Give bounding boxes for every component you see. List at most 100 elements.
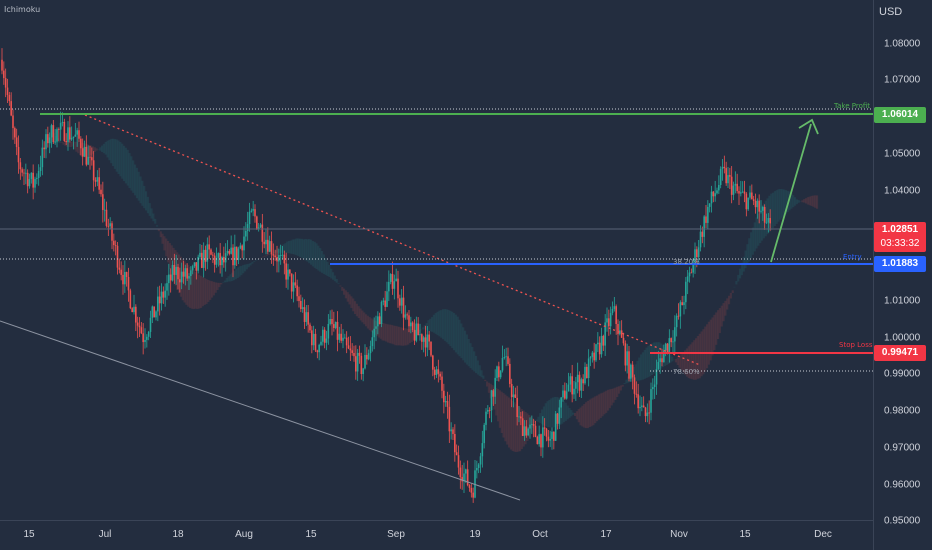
stop-loss-price-tag[interactable]: 0.99471 — [874, 345, 926, 361]
cloud-segment — [366, 315, 369, 329]
candle-body — [714, 193, 716, 197]
candle-body — [468, 485, 471, 488]
last-price-tag[interactable]: 1.02851 03:33:32 — [874, 222, 926, 252]
cloud-segment — [385, 323, 388, 342]
cloud-segment — [605, 390, 608, 413]
cloud-segment — [346, 292, 349, 302]
candle-body — [43, 147, 45, 150]
candle-body — [397, 278, 399, 299]
candle-body — [81, 148, 84, 157]
candle-body — [444, 401, 447, 403]
currency-label[interactable]: USD — [879, 6, 903, 18]
cloud-segment — [352, 298, 355, 312]
cloud-segment — [410, 329, 413, 342]
date-axis-label: 15 — [739, 529, 751, 540]
cloud-segment — [676, 357, 679, 366]
candle-body — [158, 296, 161, 304]
cloud-segment — [161, 233, 164, 244]
candle-body — [230, 247, 232, 254]
cloud-segment — [249, 263, 252, 266]
candle-body — [114, 245, 117, 246]
cloud-segment — [381, 323, 384, 341]
cloud-segment — [97, 149, 100, 150]
candle-body — [190, 270, 192, 277]
cloud-segment — [612, 388, 615, 403]
candle-body — [265, 239, 267, 245]
cloud-segment — [713, 314, 716, 351]
cloud-segment — [295, 238, 298, 256]
projection-arrow — [770, 123, 812, 263]
cloud-segment — [112, 138, 115, 167]
candle-body — [303, 307, 306, 322]
cloud-segment — [431, 317, 434, 332]
candle-body — [400, 297, 403, 306]
cloud-segment — [119, 141, 122, 177]
cloud-segment — [508, 397, 511, 448]
candle-body — [78, 130, 80, 139]
date-axis-label: Nov — [670, 529, 688, 540]
cloud-segment — [718, 308, 721, 334]
candle-body — [45, 134, 47, 150]
candle-body — [120, 269, 122, 275]
candle-body — [85, 146, 88, 165]
cloud-segment — [392, 325, 395, 345]
candle-body — [435, 369, 438, 375]
candle-body — [593, 352, 595, 361]
cloud-segment — [764, 200, 767, 237]
candle-body — [274, 255, 276, 258]
cloud-segment — [141, 180, 144, 206]
cloud-segment — [242, 265, 245, 274]
take-profit-price-tag[interactable]: 1.06014 — [874, 107, 926, 123]
cloud-segment — [102, 143, 105, 154]
cloud-segment — [407, 329, 410, 345]
candle-body — [245, 230, 247, 237]
cloud-segment — [572, 412, 575, 415]
candle-body — [334, 321, 337, 328]
candle-body — [670, 338, 672, 343]
candle-body — [215, 257, 218, 265]
cloud-segment — [799, 201, 802, 202]
cloud-segment — [669, 354, 672, 363]
candle-body — [388, 281, 390, 292]
cloud-segment — [607, 389, 610, 411]
candle-body — [345, 337, 348, 346]
cloud-segment — [220, 282, 223, 285]
cloud-segment — [566, 405, 569, 420]
cloud-segment — [152, 213, 155, 222]
cloud-segment — [513, 402, 516, 452]
candle-body — [532, 424, 535, 426]
cloud-segment — [475, 355, 478, 374]
candle-body — [509, 363, 511, 384]
cloud-segment — [535, 419, 538, 422]
candle-body — [186, 268, 188, 279]
entry-price-tag[interactable]: 1.01883 — [874, 256, 926, 272]
cloud-segment — [751, 227, 754, 255]
candle-body — [602, 335, 605, 346]
cloud-segment — [172, 247, 175, 281]
candle-body — [193, 262, 196, 267]
cloud-segment — [388, 324, 391, 344]
candle-body — [644, 407, 647, 417]
cloud-segment — [383, 323, 386, 341]
cloud-segment — [480, 370, 483, 378]
cloud-segment — [588, 399, 591, 428]
cloud-segment — [801, 200, 804, 203]
candle-body — [525, 426, 528, 436]
candle-body — [367, 353, 370, 360]
cloud-segment — [766, 198, 769, 235]
candle-body — [320, 341, 322, 345]
cloud-segment — [211, 281, 214, 298]
candle-body — [221, 257, 223, 266]
candle-body — [609, 313, 612, 327]
cloud-segment — [592, 397, 595, 426]
candle-body — [758, 200, 760, 212]
candle-body — [635, 393, 638, 395]
cloud-segment — [493, 386, 496, 410]
cloud-segment — [722, 303, 725, 322]
cloud-segment — [310, 239, 313, 265]
candle-body — [364, 354, 366, 369]
indicator-label[interactable]: Ichimoku — [4, 5, 41, 14]
cloud-segment — [196, 273, 199, 309]
